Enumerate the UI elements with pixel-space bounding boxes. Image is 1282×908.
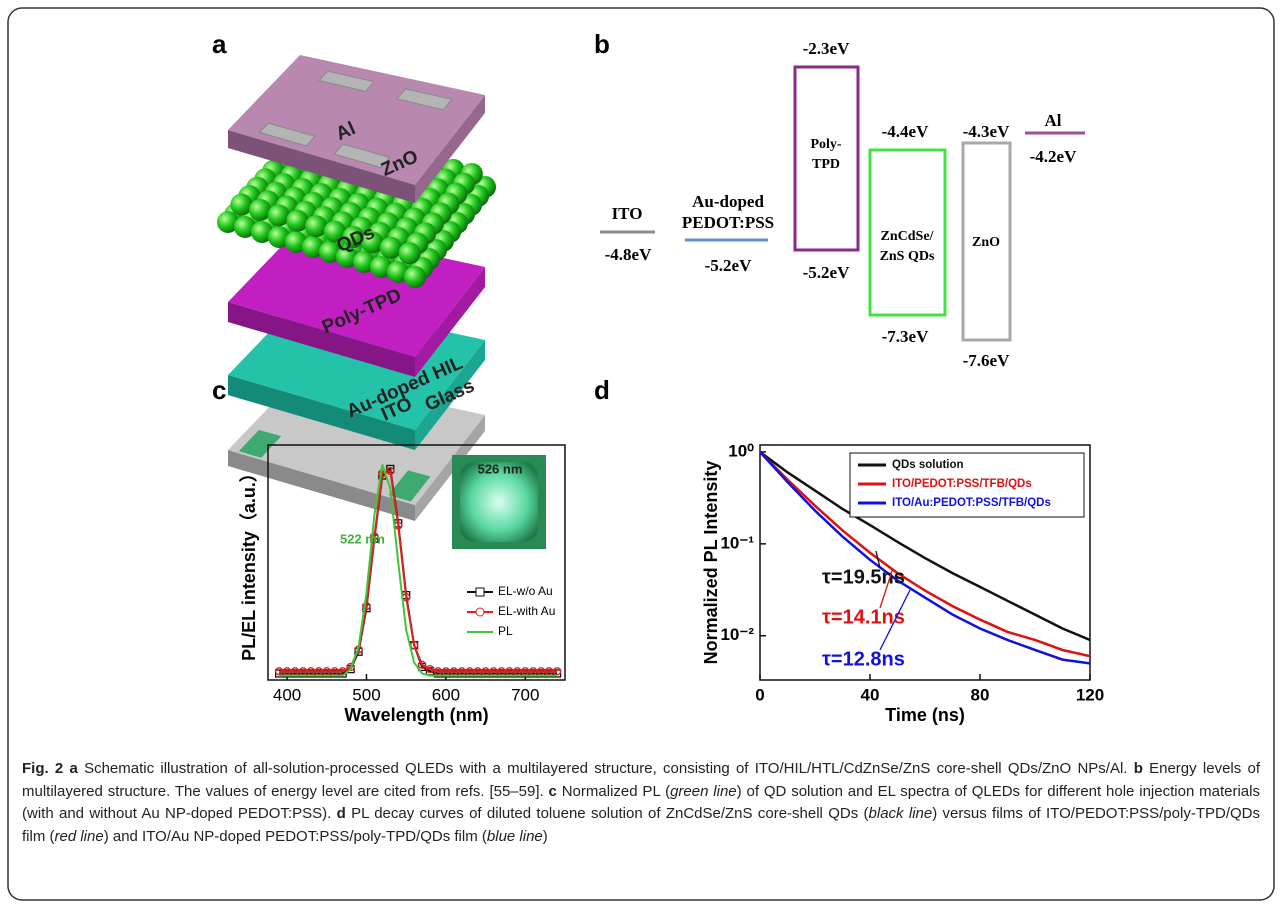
quantum-dot xyxy=(268,204,290,226)
caption-text: Normalized PL ( xyxy=(557,783,670,800)
legend-label: ITO/PEDOT:PSS/TFB/QDs xyxy=(892,478,1032,490)
x-axis-title: Time (ns) xyxy=(885,705,965,725)
legend-label: PL xyxy=(498,624,513,638)
figure: a b c d AlZnOQDsPoly-TPDAu-doped HILITOG… xyxy=(0,0,1282,908)
caption-text: PL decay curves of diluted toluene solut… xyxy=(346,805,869,822)
panel-label: d xyxy=(594,375,610,405)
material-name: ITO xyxy=(612,204,643,223)
y-tick-label: 10⁰ xyxy=(728,441,754,460)
y-axis-title: Normalized PL Intensity xyxy=(701,461,721,665)
caption-text: ) and ITO/Au NP-doped PEDOT:PSS/poly-TPD… xyxy=(104,828,487,845)
quantum-dot xyxy=(305,215,327,237)
x-tick-label: 400 xyxy=(273,685,301,704)
x-tick-label: 120 xyxy=(1076,685,1104,704)
material-name: PEDOT:PSS xyxy=(682,213,774,232)
material-name: ZnO xyxy=(972,235,1000,250)
caption-text: ) xyxy=(543,828,548,845)
energy-value: -4.2eV xyxy=(1030,147,1077,166)
y-tick-label: 10⁻¹ xyxy=(720,533,754,552)
quantum-dot xyxy=(404,266,426,288)
y-axis-title: PL/EL intensity（a.u.） xyxy=(239,464,259,661)
caption-bold: c xyxy=(549,783,557,800)
material-name: Al xyxy=(1045,111,1062,130)
legend-label: ITO/Au:PEDOT:PSS/TFB/QDs xyxy=(892,497,1051,509)
quantum-dot xyxy=(286,210,308,232)
material-name: ZnCdSe/ xyxy=(881,229,935,244)
caption-bold: b xyxy=(1134,760,1143,777)
caption-text: Schematic illustration of all-solution-p… xyxy=(78,760,1134,777)
energy-value: -7.6eV xyxy=(963,351,1010,370)
material-name: ZnS QDs xyxy=(880,249,935,264)
legend-marker xyxy=(476,608,484,616)
caption-italic: black line xyxy=(869,805,933,822)
x-axis-title: Wavelength (nm) xyxy=(344,705,488,725)
y-tick-label: 10⁻² xyxy=(720,625,754,644)
panel-label: c xyxy=(212,375,226,405)
x-tick-label: 600 xyxy=(432,685,460,704)
legend-label: QDs solution xyxy=(892,459,964,471)
caption-bold: d xyxy=(337,805,346,822)
energy-value: -4.8eV xyxy=(605,245,652,264)
caption-italic: green line xyxy=(670,783,737,800)
caption-bold: Fig. 2 a xyxy=(22,760,78,777)
energy-value: -2.3eV xyxy=(803,39,850,58)
energy-value: -4.3eV xyxy=(963,122,1010,141)
energy-value: -4.4eV xyxy=(882,122,929,141)
annotation: 526 nm xyxy=(478,461,523,476)
legend-label: EL-with Au xyxy=(498,604,555,618)
quantum-dot xyxy=(249,199,271,221)
material-name: TPD xyxy=(812,157,840,172)
energy-value: -7.3eV xyxy=(882,327,929,346)
caption-italic: red line xyxy=(55,828,104,845)
legend-marker xyxy=(476,588,484,596)
annotation: 522 nm xyxy=(340,531,385,546)
quantum-dot xyxy=(399,242,421,264)
energy-value: -5.2eV xyxy=(705,256,752,275)
material-name: Poly- xyxy=(810,137,841,152)
quantum-dot xyxy=(230,194,252,216)
caption: Fig. 2 a Schematic illustration of all-s… xyxy=(22,758,1260,848)
quantum-dot xyxy=(380,237,402,259)
panel-label: a xyxy=(212,29,227,59)
legend-label: EL-w/o Au xyxy=(498,584,553,598)
caption-italic: blue line xyxy=(487,828,543,845)
material-name: Au-doped xyxy=(692,192,764,211)
x-tick-label: 40 xyxy=(861,685,880,704)
x-tick-label: 700 xyxy=(511,685,539,704)
annotation: τ=12.8ns xyxy=(822,648,905,670)
x-tick-label: 500 xyxy=(352,685,380,704)
x-tick-label: 80 xyxy=(971,685,990,704)
energy-value: -5.2eV xyxy=(803,263,850,282)
panel-label: b xyxy=(594,29,610,59)
x-tick-label: 0 xyxy=(755,685,764,704)
